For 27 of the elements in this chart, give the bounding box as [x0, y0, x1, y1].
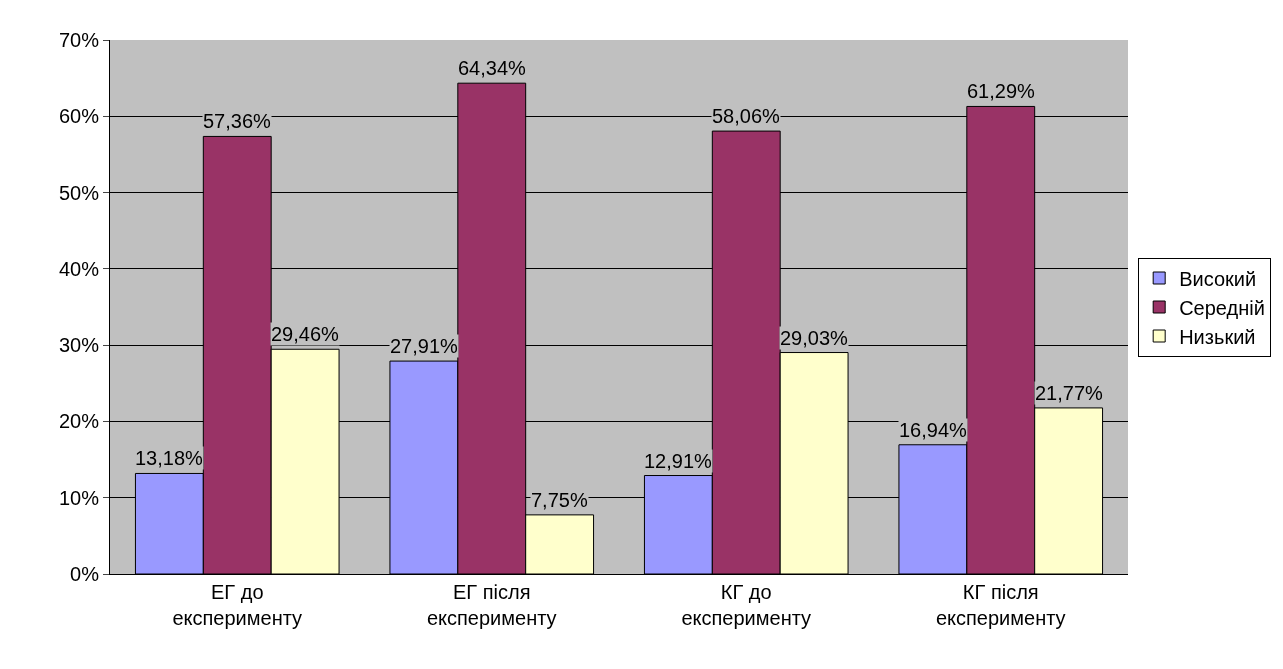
data-label: 64,34% — [458, 57, 527, 79]
data-label: 58,06% — [712, 105, 781, 127]
y-tick-label: 70% — [58, 29, 100, 51]
x-tick-label: КГ до експерименту — [681, 581, 812, 629]
data-label: 57,36% — [203, 110, 272, 132]
y-tick-label: 0% — [70, 563, 100, 585]
data-label: 29,46% — [271, 323, 340, 345]
y-tick-label: 40% — [58, 257, 100, 280]
data-label: 29,03% — [780, 327, 849, 349]
y-tick-label: 10% — [58, 486, 100, 509]
data-label: 13,18% — [135, 447, 204, 469]
y-tick-label: 30% — [58, 334, 100, 357]
x-tick-label: ЕГ до експерименту — [172, 581, 303, 629]
data-label: 61,29% — [967, 80, 1036, 102]
data-label: 21,77% — [1035, 382, 1104, 404]
legend-label: Низький — [1179, 325, 1256, 348]
x-tick-label: ЕГ після експерименту — [426, 581, 557, 629]
legend-label: Середній — [1179, 296, 1265, 319]
data-label: 27,91% — [390, 335, 459, 357]
data-label: 7,75% — [531, 489, 588, 511]
y-tick-label: 50% — [58, 181, 100, 204]
data-label: 16,94% — [899, 419, 968, 441]
y-tick-label: 20% — [58, 410, 100, 433]
data-label: 12,91% — [644, 450, 713, 472]
legend-label: Високий — [1179, 267, 1257, 290]
x-tick-label: КГ після експерименту — [935, 581, 1066, 629]
y-tick-label: 60% — [58, 105, 100, 128]
